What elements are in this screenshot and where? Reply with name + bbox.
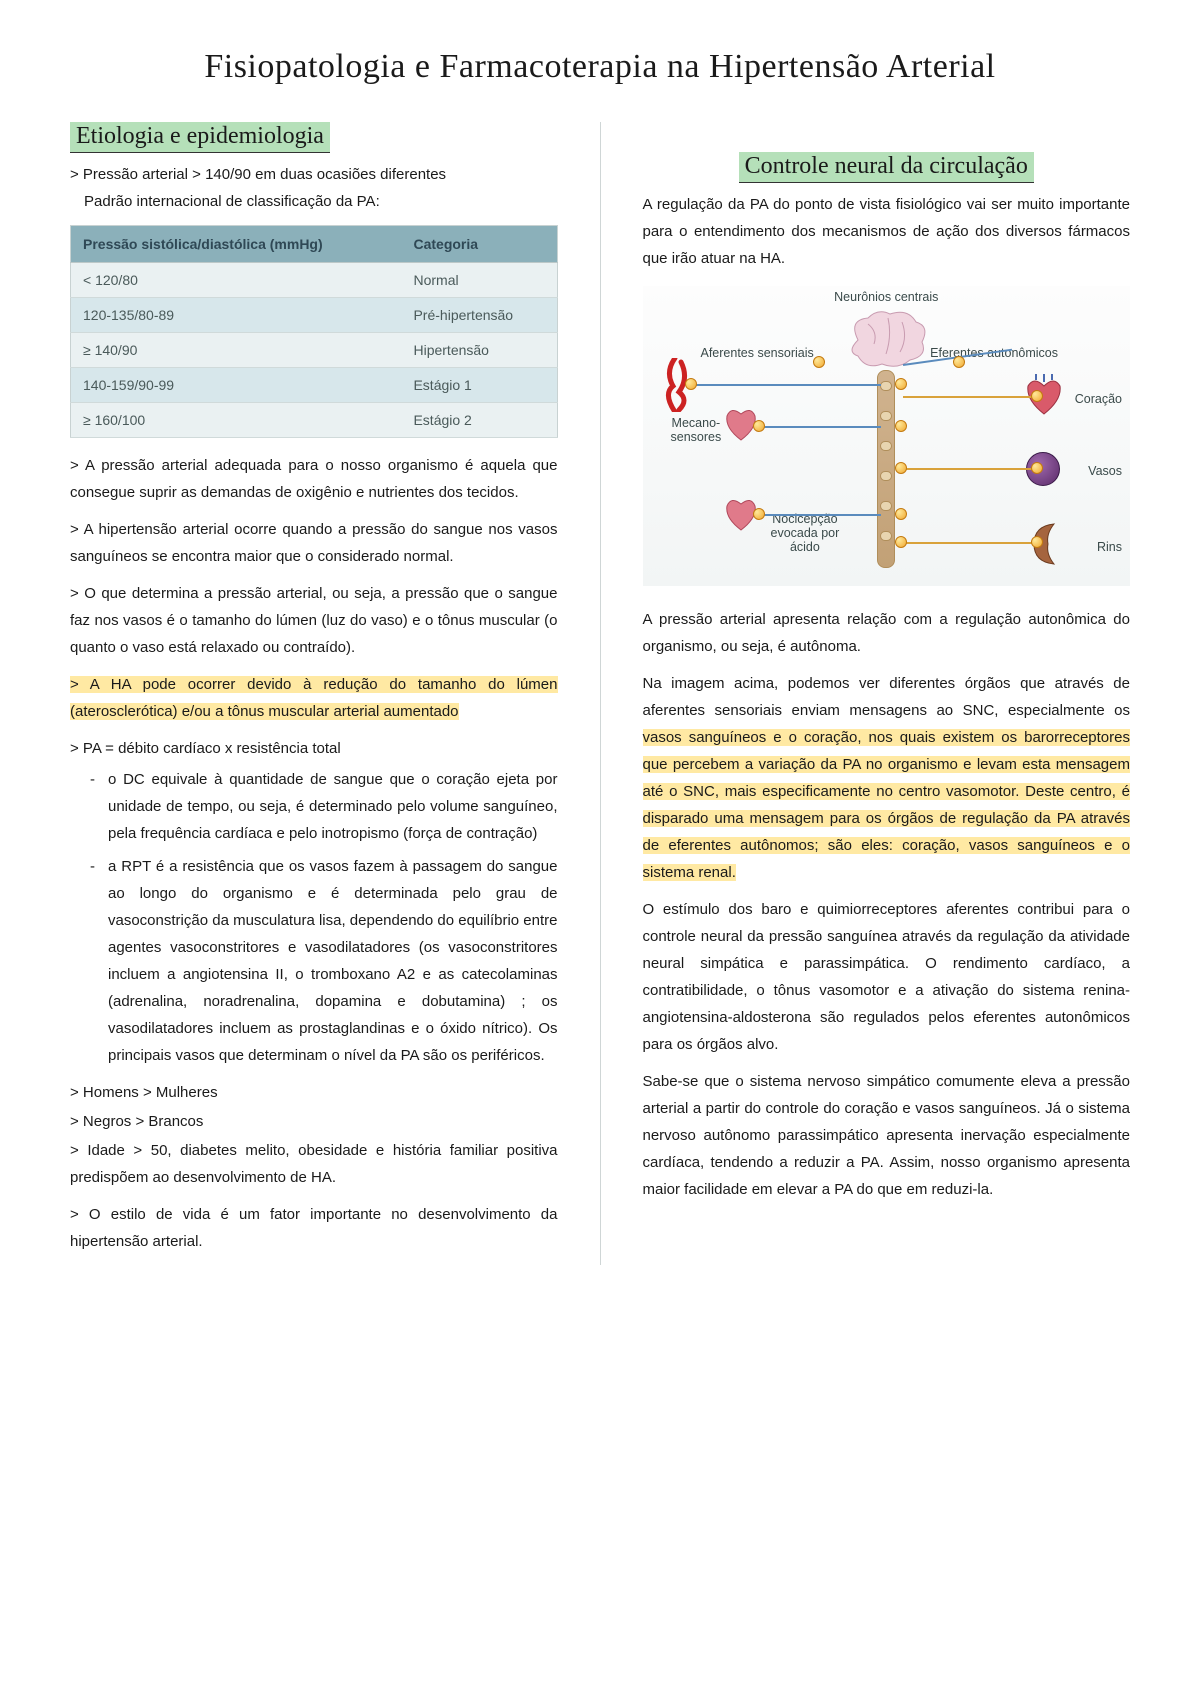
ganglion-node-icon [1031,390,1043,402]
para-pa-formula: > PA = débito cardíaco x resistência tot… [70,735,558,762]
wire [761,514,881,516]
ganglion-node-icon [753,420,765,432]
list-item-rpt: a RPT é a resistência que os vasos fazem… [108,853,558,1069]
ganglion-node-icon [895,536,907,548]
column-divider [600,122,601,1265]
para-adequate-pa: > A pressão arterial adequada para o nos… [70,452,558,506]
wire [761,426,881,428]
heading-etiologia: Etiologia e epidemiologia [70,122,330,153]
ganglion-node-icon [685,378,697,390]
diagram-label-vessels: Vasos [1088,464,1122,478]
heading-controle-neural: Controle neural da circulação [739,152,1034,183]
para-baro-chemo: O estímulo dos baro e quimiorreceptores … [643,896,1131,1058]
wire [903,542,1033,544]
para-race: > Negros > Brancos [70,1108,558,1135]
para-men-women: > Homens > Mulheres [70,1079,558,1106]
definition-list: o DC equivale à quantidade de sangue que… [70,766,558,1069]
ganglion-node-icon [753,508,765,520]
para-ha-cause-highlight: > A HA pode ocorrer devido à redução do … [70,671,558,725]
pa-classification-table: Pressão sistólica/diastólica (mmHg) Cate… [70,225,558,438]
list-item-dc: o DC equivale à quantidade de sangue que… [108,766,558,847]
para-pa-determinants: > O que determina a pressão arterial, ou… [70,580,558,661]
ganglion-node-icon [813,356,825,368]
left-column: Etiologia e epidemiologia > Pressão arte… [70,122,558,1265]
ganglion-node-icon [1031,536,1043,548]
para-hypertension-def: > A hipertensão arterial ocorre quando a… [70,516,558,570]
table-row: ≥ 140/90Hipertensão [71,333,558,368]
ganglion-node-icon [895,378,907,390]
para-image-explain: Na imagem acima, podemos ver diferentes … [643,670,1131,886]
table-row: ≥ 160/100Estágio 2 [71,403,558,438]
table-row: < 120/80Normal [71,263,558,298]
table-header-pressure: Pressão sistólica/diastólica (mmHg) [71,226,402,263]
table-row: 140-159/90-99Estágio 1 [71,368,558,403]
ganglion-node-icon [1031,462,1043,474]
two-column-layout: Etiologia e epidemiologia > Pressão arte… [70,122,1130,1265]
para-sympathetic: Sabe-se que o sistema nervoso simpático … [643,1068,1131,1203]
ganglion-node-icon [895,462,907,474]
para-regulation-intro: A regulação da PA do ponto de vista fisi… [643,191,1131,272]
intro-line-2: Padrão internacional de classificação da… [70,188,558,215]
ganglion-node-icon [953,356,965,368]
neural-control-diagram: Neurônios centrais Aferentes sensoriais … [643,286,1131,586]
right-column: Controle neural da circulação A regulaçã… [643,122,1131,1265]
diagram-label-neurons: Neurônios centrais [834,290,938,304]
spinal-cord-icon [877,370,895,568]
diagram-label-noci: Nocicepção evocada por ácido [771,512,840,554]
diagram-label-afferent: Aferentes sensoriais [701,346,814,360]
para-lifestyle: > O estilo de vida é um fator importante… [70,1201,558,1255]
para-age-risk: > Idade > 50, diabetes melito, obesidade… [70,1137,558,1191]
page-title: Fisiopatologia e Farmacoterapia na Hiper… [70,48,1130,86]
diagram-label-kidneys: Rins [1097,540,1122,554]
table-header-category: Categoria [401,226,557,263]
table-header-row: Pressão sistólica/diastólica (mmHg) Cate… [71,226,558,263]
table-row: 120-135/80-89Pré-hipertensão [71,298,558,333]
wire [903,468,1033,470]
wire [903,396,1033,398]
intro-line-1: > Pressão arterial > 140/90 em duas ocas… [70,161,558,188]
wire [691,384,881,386]
diagram-label-mecano: Mecano- sensores [671,416,722,444]
para-autonomic: A pressão arterial apresenta relação com… [643,606,1131,660]
diagram-label-heart: Coração [1075,392,1122,406]
ganglion-node-icon [895,508,907,520]
ganglion-node-icon [895,420,907,432]
